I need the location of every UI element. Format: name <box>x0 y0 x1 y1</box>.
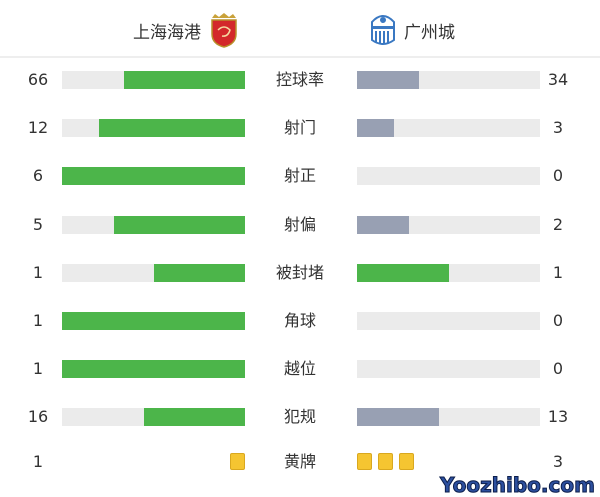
stat-row: 16 犯规 13 <box>0 407 600 427</box>
away-value: 0 <box>552 166 564 186</box>
home-bar-fill <box>143 408 245 427</box>
stat-label: 射正 <box>283 166 316 186</box>
stat-row: 1 被封堵 1 <box>0 263 600 283</box>
stat-label: 射偏 <box>283 214 316 234</box>
home-bar-fill <box>98 119 245 138</box>
home-bar-fill <box>124 71 245 89</box>
yellow-card-icon <box>399 453 414 470</box>
stat-row: 5 射偏 2 <box>0 215 600 235</box>
away-team: 广州城 <box>370 12 455 48</box>
match-header: 上海海港 广州城 <box>0 0 600 58</box>
away-bar <box>357 312 540 330</box>
home-bar <box>62 215 245 234</box>
home-value: 12 <box>27 118 49 138</box>
home-bar <box>62 119 245 138</box>
away-value: 3 <box>552 452 564 471</box>
home-value: 66 <box>27 70 49 89</box>
stat-label: 黄牌 <box>283 452 316 471</box>
stat-label: 射门 <box>283 118 316 138</box>
home-bar <box>62 167 245 186</box>
home-value: 6 <box>32 166 44 186</box>
home-bar <box>62 263 245 282</box>
home-team-name: 上海海港 <box>133 22 201 43</box>
watermark: Yoozhibo.com <box>440 473 596 497</box>
away-value: 13 <box>547 407 569 427</box>
away-team-name: 广州城 <box>404 22 455 43</box>
stat-label: 控球率 <box>275 70 324 89</box>
home-bar <box>62 71 245 89</box>
away-bar <box>357 215 540 234</box>
stat-label: 越位 <box>283 359 316 379</box>
home-value: 5 <box>32 214 44 234</box>
away-bar <box>357 71 540 89</box>
home-bar-fill <box>114 215 245 234</box>
away-bar-fill <box>357 263 449 282</box>
stat-label: 犯规 <box>283 407 316 427</box>
away-value: 0 <box>552 311 564 330</box>
yellow-card-icon <box>378 453 393 470</box>
away-bar-fill <box>357 119 394 138</box>
stat-label: 被封堵 <box>275 262 324 282</box>
home-bar <box>62 360 245 379</box>
home-value: 16 <box>27 407 49 427</box>
home-bar-fill <box>62 312 245 330</box>
home-value: 1 <box>32 359 44 379</box>
yellow-card-icon <box>230 453 245 470</box>
stat-row: 66 控球率 34 <box>0 70 600 90</box>
shanghai-port-crest-icon <box>211 13 237 48</box>
home-team: 上海海港 <box>133 12 239 48</box>
stat-row: 1 角球 0 <box>0 311 600 331</box>
home-bar-fill <box>153 263 245 282</box>
away-bar-fill <box>357 408 439 427</box>
yellow-card-icon <box>357 453 372 470</box>
stat-row: 1 越位 0 <box>0 359 600 379</box>
home-value: 1 <box>32 311 44 330</box>
home-value: 1 <box>32 452 44 471</box>
home-bar <box>62 408 245 427</box>
away-value: 2 <box>552 214 564 234</box>
away-value: 1 <box>552 262 564 282</box>
stat-row-yellow-cards: 1 黄牌 3 <box>0 452 600 472</box>
guangzhou-city-crest-icon <box>371 15 395 45</box>
home-cards <box>230 453 245 470</box>
away-bar <box>357 119 540 138</box>
away-value: 3 <box>552 118 564 138</box>
home-bar-fill <box>62 167 245 186</box>
away-value: 34 <box>547 70 569 89</box>
home-value: 1 <box>32 262 44 282</box>
away-bar <box>357 167 540 186</box>
stat-row: 12 射门 3 <box>0 118 600 138</box>
home-bar <box>62 312 245 330</box>
away-cards <box>357 453 414 470</box>
away-value: 0 <box>552 359 564 379</box>
away-bar <box>357 408 540 427</box>
away-bar <box>357 360 540 379</box>
home-bar-fill <box>62 360 245 379</box>
stat-label: 角球 <box>283 311 316 330</box>
away-bar <box>357 263 540 282</box>
away-bar-fill <box>357 71 420 89</box>
away-bar-fill <box>357 215 410 234</box>
stat-row: 6 射正 0 <box>0 166 600 186</box>
